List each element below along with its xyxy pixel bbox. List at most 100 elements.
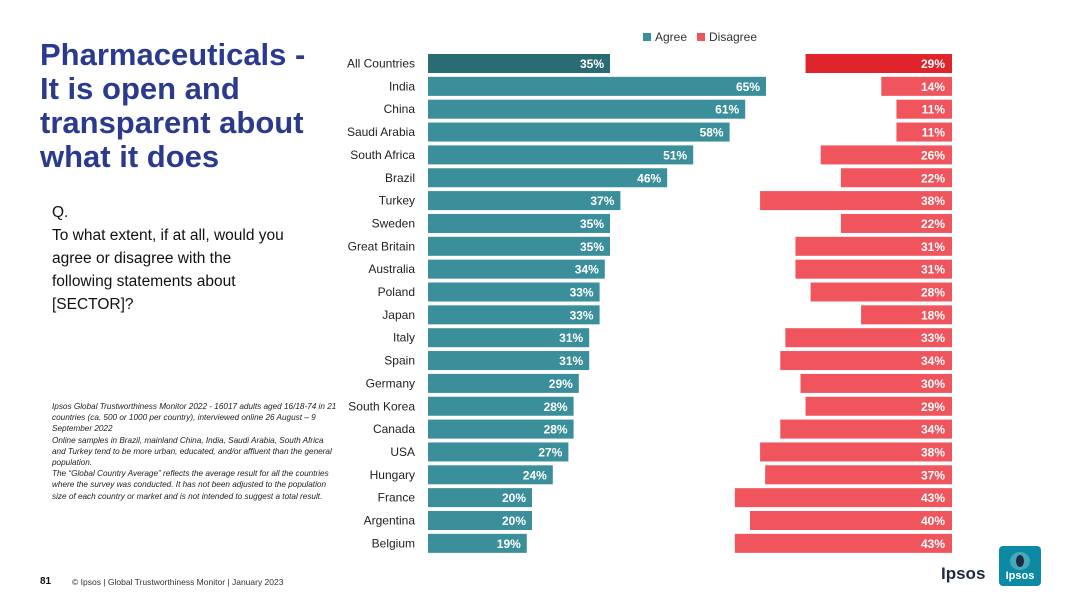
- disagree-bar-canada: [780, 419, 952, 439]
- agree-value-usa: 27%: [538, 445, 562, 459]
- agree-value-turkey: 37%: [590, 194, 614, 208]
- agree-bar-turkey: [428, 191, 621, 211]
- legend-disagree-label: Disagree: [709, 30, 757, 44]
- disagree-bar-usa: [760, 442, 952, 462]
- agree-bar-belgium: [428, 533, 527, 553]
- disagree-value-india: 14%: [921, 80, 945, 94]
- disagree-value-hungary: 37%: [921, 468, 945, 482]
- question-prefix: Q.: [52, 204, 69, 221]
- agree-value-germany: 29%: [549, 377, 573, 391]
- agree-bar-australia: [428, 259, 605, 279]
- agree-bar-sweden: [428, 213, 610, 233]
- disagree-bar-turkey: [760, 191, 952, 211]
- disagree-value-germany: 30%: [921, 377, 945, 391]
- agree-value-great-britain: 35%: [580, 240, 604, 254]
- agree-bar-poland: [428, 282, 600, 302]
- disagree-value-sweden: 22%: [921, 217, 945, 231]
- category-label-belgium: Belgium: [372, 536, 415, 550]
- disagree-bar-italy: [785, 328, 952, 348]
- agree-value-italy: 31%: [559, 331, 583, 345]
- methodology-notes: Ipsos Global Trustworthiness Monitor 202…: [52, 401, 337, 502]
- agree-value-france: 20%: [502, 491, 526, 505]
- agree-bar-hungary: [428, 465, 553, 485]
- agree-bar-south-korea: [428, 396, 574, 416]
- disagree-bar-india: [881, 76, 952, 96]
- disagree-bar-brazil: [840, 168, 952, 188]
- disagree-bar-spain: [780, 351, 952, 371]
- agree-value-south-africa: 51%: [663, 148, 687, 162]
- survey-question: Q. To what extent, if at all, would you …: [52, 201, 292, 316]
- logo-text: Ipsos: [1005, 570, 1035, 582]
- category-label-australia: Australia: [368, 262, 415, 276]
- agree-bar-saudi-arabia: [428, 122, 730, 142]
- disagree-value-argentina: 40%: [921, 514, 945, 528]
- category-label-spain: Spain: [384, 354, 415, 368]
- note-1: Ipsos Global Trustworthiness Monitor 202…: [52, 402, 337, 434]
- agree-bar-south-africa: [428, 145, 694, 165]
- agree-value-spain: 31%: [559, 354, 583, 368]
- agree-value-sweden: 35%: [580, 217, 604, 231]
- disagree-value-canada: 34%: [921, 423, 945, 437]
- category-label-brazil: Brazil: [385, 171, 415, 185]
- agree-value-brazil: 46%: [637, 171, 661, 185]
- disagree-value-belgium: 43%: [921, 537, 945, 551]
- legend-disagree-swatch: [697, 33, 705, 41]
- agree-bar-germany: [428, 373, 579, 393]
- agree-value-south-korea: 28%: [544, 400, 568, 414]
- disagree-value-china: 11%: [922, 103, 946, 117]
- category-label-france: France: [378, 491, 416, 505]
- slide-title: Pharmaceuticals - It is open and transpa…: [40, 37, 306, 174]
- logo-mark-icon: [1010, 552, 1030, 570]
- agree-bar-india: [428, 76, 766, 96]
- agree-value-all-countries: 35%: [580, 57, 604, 71]
- category-label-turkey: Turkey: [379, 194, 415, 208]
- disagree-bar-australia: [795, 259, 952, 279]
- agree-bar-china: [428, 99, 746, 119]
- disagree-value-usa: 38%: [921, 445, 945, 459]
- legend-agree-swatch: [643, 33, 651, 41]
- disagree-bar-great-britain: [795, 236, 952, 256]
- disagree-value-japan: 18%: [921, 308, 945, 322]
- category-label-usa: USA: [390, 445, 415, 459]
- brand-wordmark: Ipsos: [941, 564, 986, 583]
- category-label-south-korea: South Korea: [348, 399, 415, 413]
- disagree-bar-argentina: [750, 511, 952, 530]
- disagree-bar-all-countries: [805, 54, 952, 73]
- disagree-bar-china: [896, 99, 952, 119]
- category-label-hungary: Hungary: [370, 468, 415, 482]
- agree-bar-usa: [428, 442, 569, 462]
- disagree-bar-belgium: [734, 533, 952, 553]
- category-label-italy: Italy: [393, 331, 415, 345]
- agree-bar-all-countries: [428, 54, 610, 73]
- agree-bar-argentina: [428, 511, 532, 530]
- disagree-bar-south-africa: [820, 145, 952, 165]
- disagree-value-spain: 34%: [921, 354, 945, 368]
- category-label-great-britain: Great Britain: [348, 239, 415, 253]
- disagree-bar-germany: [800, 373, 952, 393]
- disagree-value-all-countries: 29%: [921, 57, 945, 71]
- agree-bar-italy: [428, 328, 590, 348]
- disagree-value-south-korea: 29%: [921, 400, 945, 414]
- agree-value-china: 61%: [715, 103, 739, 117]
- footer-copyright: © Ipsos | Global Trustworthiness Monitor…: [72, 577, 284, 587]
- disagree-value-france: 43%: [921, 491, 945, 505]
- category-label-canada: Canada: [373, 422, 415, 436]
- agree-value-australia: 34%: [575, 263, 599, 277]
- agree-bar-france: [428, 488, 532, 508]
- agree-value-poland: 33%: [570, 286, 594, 300]
- agree-bar-great-britain: [428, 236, 610, 256]
- agree-value-belgium: 19%: [497, 537, 521, 551]
- disagree-value-saudi-arabia: 11%: [922, 126, 946, 140]
- agree-bar-canada: [428, 419, 574, 439]
- category-label-india: India: [389, 79, 415, 93]
- disagree-value-italy: 33%: [921, 331, 945, 345]
- agree-value-japan: 33%: [570, 308, 594, 322]
- disagree-value-great-britain: 31%: [921, 240, 945, 254]
- disagree-value-turkey: 38%: [921, 194, 945, 208]
- agree-value-canada: 28%: [544, 423, 568, 437]
- legend-agree-label: Agree: [655, 30, 687, 44]
- agree-value-hungary: 24%: [523, 468, 547, 482]
- disagree-bar-france: [734, 488, 952, 508]
- category-label-poland: Poland: [378, 285, 415, 299]
